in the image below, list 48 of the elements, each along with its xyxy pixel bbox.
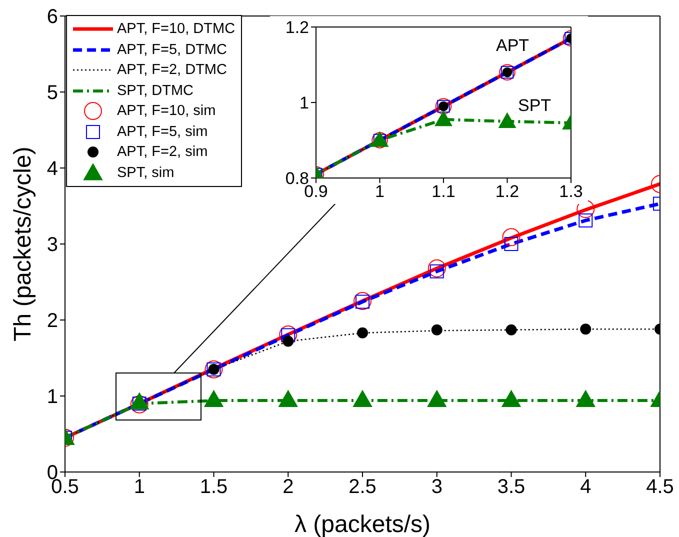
y-tick-label: 1 [300,94,309,113]
annotation: APT [496,36,530,56]
point [428,259,446,278]
y-tick-label: 3 [46,234,58,256]
point [357,327,368,338]
x-axis-title: λ (packets/s) [294,511,431,537]
point [502,228,520,246]
y-tick-label: 1.2 [285,18,309,38]
legend-label: SPT, sim [117,164,174,181]
x-tick-label: 2.5 [348,476,376,498]
legend-label: SPT, DTMC [117,82,194,99]
x-tick-label: 4 [580,476,592,498]
x-tick-label: 1.1 [432,182,456,202]
point [431,324,442,336]
x-tick-label: 1.5 [200,476,228,498]
legend-label: APT, F=2, DTMC [117,62,227,78]
y-tick-label: 5 [46,82,58,104]
legend-label: APT, F=2, sim [117,144,208,160]
annotation: SPT [518,96,552,116]
legend-label: APT, F=10, sim [117,103,216,120]
x-tick-label: 3 [431,476,442,498]
point [353,390,372,408]
x-tick-label: 1.2 [495,182,520,202]
legend-label: APT, F=5, sim [117,124,208,140]
point [502,390,521,408]
x-tick-label: 1 [134,476,145,498]
point [578,213,593,228]
y-tick-label: 4 [46,158,58,180]
y-axis-title: Th (packets/cycle) [10,146,37,342]
legend-label: APT, F=5, DTMC [117,42,227,58]
x-tick-label: 3.5 [497,476,526,498]
y-tick-label: 6 [46,6,58,28]
point [130,392,149,410]
y-tick-label: 2 [46,310,58,332]
point [282,336,294,347]
legend-label: APT, F=10, DTMC [117,21,236,38]
point [506,324,517,336]
point [434,110,452,126]
point [580,324,592,335]
x-tick-label: 1.3 [559,182,583,202]
point [427,390,446,408]
point [204,390,224,408]
point [279,325,298,344]
x-tick-label: 1 [375,182,384,202]
y-tick-label: 1 [46,386,58,408]
point [278,390,298,408]
point [576,390,596,408]
x-tick-label: 4.5 [646,476,674,498]
